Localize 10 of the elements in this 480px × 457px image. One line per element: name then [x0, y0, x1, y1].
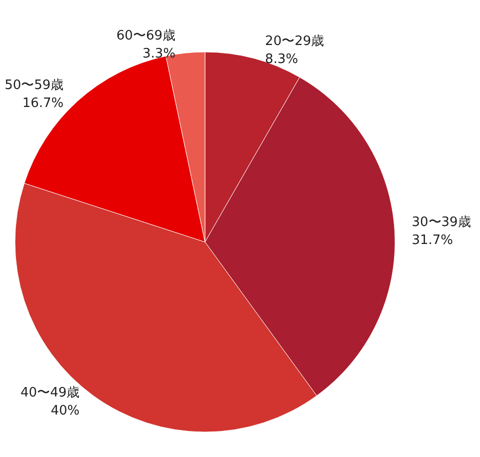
slice-label: 40〜49歳 [20, 386, 80, 401]
data-label: 8.3% [265, 52, 298, 68]
slice-label: 50〜59歳 [4, 78, 64, 94]
slice-label: 30〜39歳 [412, 214, 471, 230]
data-label: 31.7% [412, 232, 454, 248]
data-label: 16.7% [22, 96, 64, 112]
slice-label: 60〜69歳 [116, 28, 176, 44]
data-label: 40% [50, 404, 80, 419]
slice-label: 20〜29歳 [265, 34, 324, 50]
data-label: 3.3% [142, 46, 176, 62]
